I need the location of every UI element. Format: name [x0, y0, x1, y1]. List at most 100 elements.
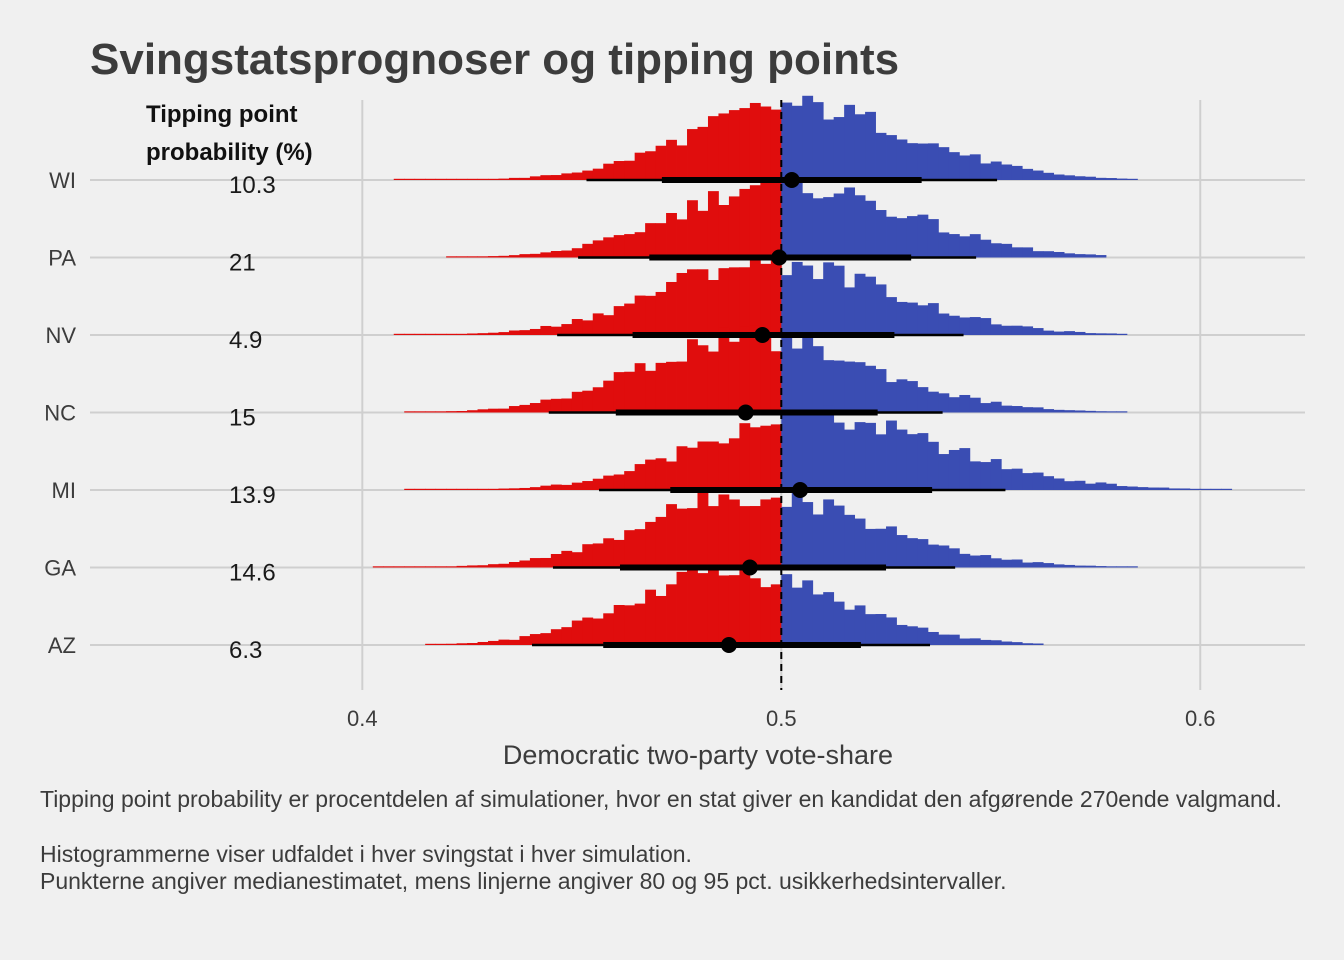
histogram-bar	[959, 236, 971, 258]
histograms	[372, 95, 1233, 645]
histogram-bar	[770, 584, 782, 645]
histogram-bar	[498, 178, 510, 180]
histogram-bar	[823, 119, 835, 180]
histogram-bar	[886, 216, 897, 258]
histogram-bar	[802, 502, 814, 568]
histogram-bar	[603, 538, 615, 568]
histogram-bar	[1032, 407, 1044, 413]
histogram-bar	[823, 592, 835, 645]
histogram-bar	[666, 361, 677, 413]
histogram-bar	[540, 399, 552, 413]
histogram-bar	[446, 411, 457, 413]
histogram-bar	[718, 327, 730, 413]
histogram-bar	[1001, 469, 1013, 490]
median-point	[754, 327, 771, 343]
histogram-bar	[404, 566, 416, 568]
histogram-bar	[1064, 253, 1075, 258]
histogram-bar	[550, 553, 562, 568]
histogram-bar	[1074, 480, 1086, 490]
histogram-bar	[456, 488, 468, 490]
histogram-bar	[875, 528, 887, 568]
histogram-bar	[498, 332, 510, 335]
histogram-bar	[948, 449, 960, 490]
x-axis-ticks: 0.4 0.5 0.6	[347, 706, 1216, 731]
histogram-bar	[969, 461, 981, 490]
histogram-bar	[865, 422, 876, 490]
histogram-bar	[707, 351, 719, 413]
histogram-bar	[1095, 411, 1107, 413]
histogram-bar	[1210, 488, 1222, 490]
histogram-bar	[1126, 566, 1138, 568]
histogram-bar	[446, 643, 457, 645]
histogram-bar	[529, 253, 541, 258]
histogram-bar	[812, 279, 824, 335]
histogram-bar	[550, 251, 562, 258]
histogram-bar	[1158, 487, 1170, 490]
histogram-bar	[529, 328, 541, 335]
histogram-bar	[613, 235, 625, 258]
histogram-bar	[1001, 243, 1013, 258]
histogram-bar	[645, 521, 657, 568]
histogram-bar	[1105, 566, 1117, 568]
histogram-bar	[540, 557, 552, 568]
histogram-bar	[508, 330, 520, 335]
histogram-bar	[582, 481, 594, 490]
histogram-bar	[1022, 473, 1034, 490]
tipping-point-header-line2: probability (%)	[146, 139, 313, 166]
histogram-bar	[425, 411, 437, 413]
histogram-bar	[781, 275, 793, 335]
histogram-bar	[749, 506, 761, 568]
histogram-bar	[1001, 641, 1013, 645]
histogram-bar	[540, 325, 552, 335]
histogram-bar	[1043, 172, 1055, 180]
histogram-bar	[687, 200, 698, 258]
histogram-bar	[425, 643, 437, 645]
histogram-bar	[1011, 559, 1023, 568]
histogram-bar	[1105, 178, 1117, 180]
histogram-bar	[1116, 411, 1128, 413]
histogram-bar	[896, 139, 908, 180]
histogram-bar	[655, 291, 667, 335]
histogram-bar	[676, 219, 688, 258]
histogram-bar	[519, 330, 531, 335]
median-point	[771, 249, 788, 266]
histogram-bar	[833, 193, 845, 258]
histogram-bar	[1011, 468, 1023, 490]
histogram-bar	[707, 116, 719, 180]
histogram-bar	[404, 333, 416, 335]
histogram-bar	[529, 558, 541, 568]
histogram-bar	[875, 614, 887, 645]
histogram-bar	[1053, 174, 1065, 180]
tipping-point-value: 15	[229, 405, 256, 432]
histogram-bar	[917, 387, 929, 413]
histogram-bar	[603, 237, 615, 258]
histogram-bar	[812, 346, 824, 413]
histogram-bar	[1053, 564, 1065, 568]
histogram-bar	[435, 488, 447, 490]
histogram-bar	[687, 129, 698, 180]
histogram-bar	[592, 387, 604, 413]
histogram-bar	[687, 269, 698, 335]
histogram-bar	[718, 205, 730, 258]
histogram-bar	[571, 319, 583, 335]
histogram-bar	[718, 113, 730, 180]
histogram-bar	[1064, 331, 1075, 335]
histogram-bar	[1074, 254, 1086, 258]
histogram-bar	[540, 175, 552, 180]
histogram-bar	[634, 363, 646, 413]
histogram-bar	[718, 575, 730, 645]
state-label: GA	[44, 556, 76, 581]
histogram-bar	[467, 565, 478, 568]
histogram-bar	[938, 147, 950, 180]
histogram-bar	[519, 254, 531, 258]
histogram-bar	[1001, 559, 1013, 568]
histogram-bar	[634, 152, 646, 180]
histogram-bar	[676, 446, 688, 490]
histogram-bar	[823, 405, 835, 490]
caption-line-2: Histogrammerne viser udfaldet i hver svi…	[40, 841, 692, 867]
histogram-bar	[791, 105, 803, 180]
histogram-bar	[739, 188, 751, 258]
histogram-bar	[938, 634, 950, 645]
histogram-bar	[844, 429, 856, 490]
histogram-bar	[414, 488, 426, 490]
